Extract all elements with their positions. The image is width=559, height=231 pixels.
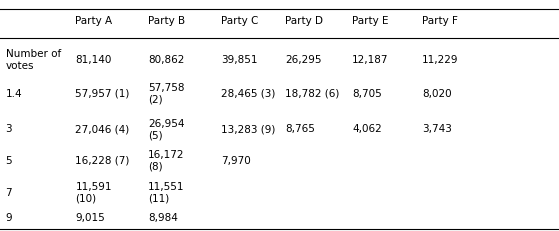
Text: 8,705: 8,705 <box>352 88 382 99</box>
Text: Party F: Party F <box>422 16 458 26</box>
Text: Party D: Party D <box>285 16 323 26</box>
Text: 27,046 (4): 27,046 (4) <box>75 124 130 134</box>
Text: 16,228 (7): 16,228 (7) <box>75 155 130 166</box>
Text: 11,229: 11,229 <box>422 55 458 65</box>
Text: 7: 7 <box>6 188 12 198</box>
Text: 26,295: 26,295 <box>285 55 321 65</box>
Text: 3: 3 <box>6 124 12 134</box>
Text: 81,140: 81,140 <box>75 55 112 65</box>
Text: 5: 5 <box>6 155 12 166</box>
Text: Party A: Party A <box>75 16 112 26</box>
Text: 80,862: 80,862 <box>148 55 184 65</box>
Text: 8,020: 8,020 <box>422 88 452 99</box>
Text: 4,062: 4,062 <box>352 124 382 134</box>
Text: 11,591
(10): 11,591 (10) <box>75 182 112 204</box>
Text: 3,743: 3,743 <box>422 124 452 134</box>
Text: 13,283 (9): 13,283 (9) <box>221 124 275 134</box>
Text: Party C: Party C <box>221 16 258 26</box>
Text: 57,957 (1): 57,957 (1) <box>75 88 130 99</box>
Text: 57,758
(2): 57,758 (2) <box>148 83 184 104</box>
Text: 9: 9 <box>6 213 12 223</box>
Text: Party B: Party B <box>148 16 185 26</box>
Text: 7,970: 7,970 <box>221 155 250 166</box>
Text: 28,465 (3): 28,465 (3) <box>221 88 275 99</box>
Text: 18,782 (6): 18,782 (6) <box>285 88 339 99</box>
Text: 11,551
(11): 11,551 (11) <box>148 182 184 204</box>
Text: 39,851: 39,851 <box>221 55 257 65</box>
Text: 9,015: 9,015 <box>75 213 105 223</box>
Text: Number of
votes: Number of votes <box>6 49 61 71</box>
Text: 12,187: 12,187 <box>352 55 389 65</box>
Text: Party E: Party E <box>352 16 389 26</box>
Text: 26,954
(5): 26,954 (5) <box>148 119 184 140</box>
Text: 8,984: 8,984 <box>148 213 178 223</box>
Text: 8,765: 8,765 <box>285 124 315 134</box>
Text: 1.4: 1.4 <box>6 88 22 99</box>
Text: 16,172
(8): 16,172 (8) <box>148 150 184 171</box>
